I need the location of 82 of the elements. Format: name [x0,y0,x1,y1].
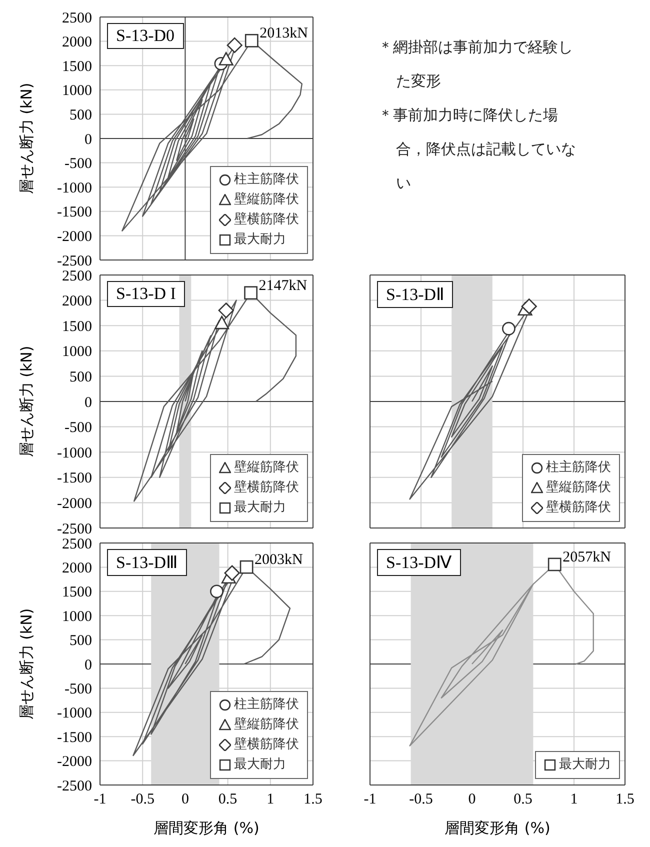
y-tick-label: 0 [84,132,92,148]
text: ＊網掛部は事前加力で経験した変形 [378,37,574,92]
y-tick-label: -2000 [57,754,92,770]
legend-label: 壁横筋降伏 [234,211,299,229]
y-tick-label: -2000 [57,229,92,246]
x-tick-label: 0 [468,792,476,808]
legend-label: 壁横筋降伏 [234,479,299,497]
y-tick-label: -2500 [57,778,92,794]
legend-label: 壁縦筋降伏 [234,191,299,209]
y-tick-label: -1500 [57,470,92,487]
x-tick-label: -1 [364,792,376,808]
x-tick-label: 1.5 [304,792,322,808]
point [224,565,240,581]
y-tick-label: 1000 [62,83,92,100]
x-tick-label: -0.5 [130,792,154,808]
legend-label: 最大耐力 [234,499,286,517]
x-axis-title: 層間変形角 (%) [444,819,550,837]
y-tick-label: 1500 [62,584,92,601]
x-tick-label: -1 [94,792,106,808]
y-tick-label: -500 [64,420,92,436]
x-tick-label: -0.5 [409,792,433,808]
legend-label: 最大耐力 [559,756,611,774]
y-tick-label: -1500 [57,730,92,746]
legend-label: 最大耐力 [234,231,286,249]
legend-label: 壁縦筋降伏 [234,716,299,734]
legend-label: 壁縦筋降伏 [546,479,611,497]
point [226,37,242,53]
y-tick-label: -2500 [57,253,92,270]
text: S-13-DⅡ [377,281,454,308]
y-tick-label: 2500 [62,536,92,552]
y-tick-label: -500 [64,156,92,172]
text: S-13-D I [107,281,185,307]
y-tick-label: -1000 [57,445,92,462]
y-tick-label: 0 [84,394,92,411]
y-tick-label: 1500 [62,318,92,335]
x-tick-label: 1.5 [616,792,634,808]
legend-label: 柱主筋降伏 [234,696,299,714]
legend-label: 柱主筋降伏 [546,459,611,477]
y-tick-label: -2000 [57,496,92,512]
text: S-13-DⅣ [377,549,462,576]
x-tick-label: 1 [266,792,274,808]
legend-label: 最大耐力 [234,756,286,774]
y-tick-label: -1000 [57,706,92,722]
x-axis-title: 層間変形角 (%) [154,819,260,837]
y-tick-label: 1000 [62,608,92,625]
text: ＊事前加力時に降伏した場合，降伏点は記載していない [378,105,577,194]
point [210,584,224,598]
legend-label: 壁横筋降伏 [546,499,611,517]
y-tick-label: -2500 [57,521,92,538]
annotation: 2013kN [260,26,308,42]
y-axis-title: 層せん断力 (kN) [17,82,36,194]
legend-label: 柱主筋降伏 [234,171,299,189]
annotation: 2147kN [258,278,308,294]
y-tick-label: 500 [70,108,92,124]
y-tick-label: 1500 [62,58,92,75]
y-axis-title: 層せん断力 (kN) [17,346,36,458]
legend-label: 壁縦筋降伏 [234,459,299,477]
y-tick-label: -1000 [57,180,92,196]
point [218,52,234,66]
x-tick-label: 1 [570,792,578,808]
y-tick-label: 0 [84,657,92,674]
y-tick-label: 2000 [62,34,92,51]
y-tick-label: -500 [64,682,92,698]
y-tick-label: 2500 [62,10,92,26]
y-tick-label: 1000 [62,344,92,360]
y-tick-label: -1500 [57,204,92,221]
y-tick-label: 500 [70,370,92,386]
x-tick-label: 0.5 [514,792,532,808]
x-tick-label: 0.5 [218,792,238,808]
point [244,34,258,48]
y-tick-label: 2000 [62,294,92,310]
point [240,560,254,574]
annotation: 2057kN [562,549,612,566]
legend-label: 壁横筋降伏 [234,736,299,754]
y-tick-label: 2500 [62,268,92,284]
x-tick-label: 0 [181,792,189,808]
y-tick-label: 2000 [62,560,92,577]
y-axis-title: 層せん断力 (kN) [17,608,36,720]
y-tick-label: 500 [70,633,92,650]
text: S-13-DⅢ [107,549,188,576]
annotation: 2003kN [254,552,304,568]
text: S-13-D0 [107,23,184,49]
